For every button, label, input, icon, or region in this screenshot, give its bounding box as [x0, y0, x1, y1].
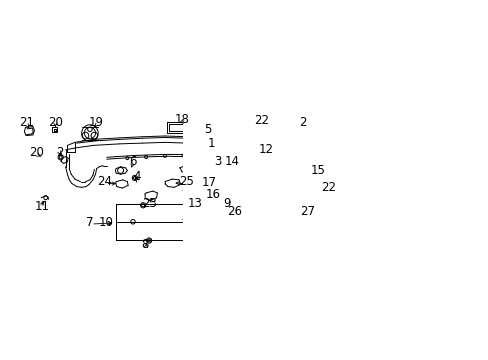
- Text: 1: 1: [207, 136, 215, 150]
- Text: 22: 22: [321, 181, 336, 194]
- Text: 6: 6: [129, 154, 137, 168]
- Text: 24: 24: [97, 175, 112, 188]
- Text: 21: 21: [20, 116, 34, 129]
- Text: 16: 16: [205, 188, 221, 201]
- Text: 3: 3: [214, 154, 221, 168]
- Text: 20: 20: [29, 147, 44, 159]
- Text: 26: 26: [226, 205, 241, 218]
- Text: 2: 2: [298, 116, 306, 129]
- Text: 15: 15: [310, 164, 325, 177]
- Text: 25: 25: [179, 175, 194, 188]
- Text: 2: 2: [56, 147, 63, 159]
- Text: 18: 18: [175, 113, 189, 126]
- Text: 4: 4: [133, 170, 140, 183]
- Text: 7: 7: [86, 216, 94, 229]
- Text: 12: 12: [258, 143, 273, 156]
- Text: 14: 14: [224, 154, 239, 168]
- Text: 17: 17: [201, 176, 216, 189]
- Text: 20: 20: [48, 116, 63, 129]
- Text: 10: 10: [98, 216, 113, 229]
- Text: 9: 9: [223, 197, 230, 210]
- Text: 27: 27: [299, 205, 314, 218]
- Text: 22: 22: [253, 114, 268, 127]
- Text: 11: 11: [34, 199, 49, 212]
- Text: 23: 23: [142, 197, 157, 210]
- Text: 8: 8: [142, 238, 149, 251]
- Text: 13: 13: [188, 197, 203, 210]
- Text: 19: 19: [89, 116, 104, 129]
- Text: 5: 5: [204, 123, 211, 136]
